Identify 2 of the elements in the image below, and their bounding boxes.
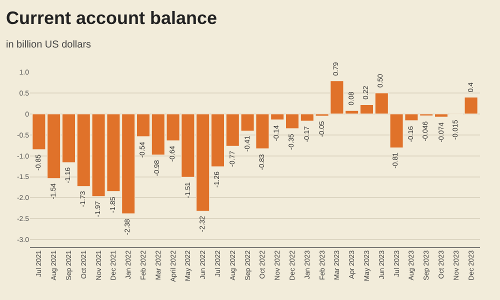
chart-subtitle: in billion US dollars [6, 39, 92, 50]
chart-title: Current account balance [6, 8, 218, 28]
